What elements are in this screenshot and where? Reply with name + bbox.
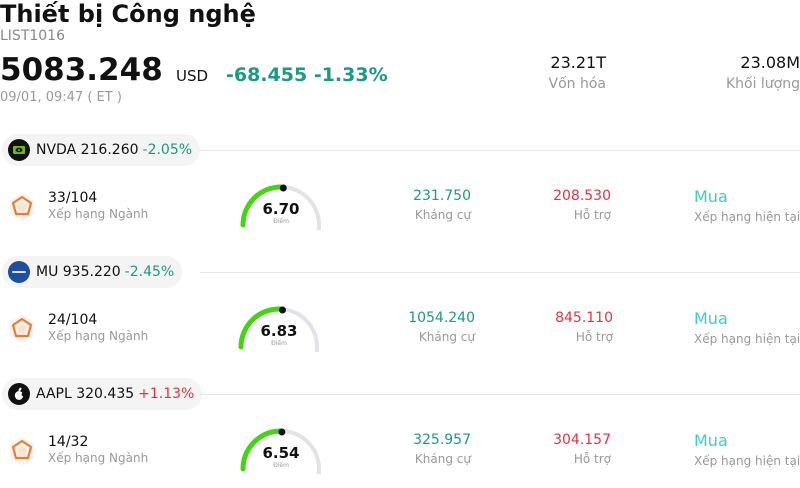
rating-value: Mua <box>694 309 728 328</box>
resistance-level: 1054.240 Kháng cự <box>408 310 475 344</box>
apple-logo-icon <box>8 383 30 405</box>
stock-symbol-price: NVDA 216.260 <box>36 142 139 158</box>
gauge-marker <box>279 184 287 192</box>
gauge-marker <box>278 428 286 436</box>
score-label: Điểm <box>271 340 287 347</box>
currency-label: USD <box>176 67 209 85</box>
index-price: 5083.248 <box>0 52 163 88</box>
stock-change-pct: -2.45% <box>124 264 175 280</box>
score-gauge <box>240 184 321 230</box>
support-level: 304.157 Hỗ trợ <box>553 432 611 466</box>
volume-stat: 23.08M Khối lượng <box>726 53 800 92</box>
support-value: 208.530 <box>553 188 611 204</box>
stock-chip[interactable]: AAPL 320.435 +1.13% <box>2 378 203 410</box>
index-change: -68.455 -1.33% <box>226 64 388 86</box>
market-cap-value: 23.21T <box>550 53 606 72</box>
resistance-label: Kháng cự <box>418 330 475 344</box>
gauge-fill <box>240 184 284 228</box>
resistance-label: Kháng cự <box>414 208 471 222</box>
score-value: 6.70 <box>262 200 300 218</box>
row-divider <box>200 150 800 151</box>
volume-value: 23.08M <box>740 53 800 72</box>
current-rating: Mua Xếp hạng hiện tại <box>694 187 800 224</box>
industry-rank-value: 33/104 <box>48 190 98 206</box>
volume-label: Khối lượng <box>725 76 800 92</box>
list-code: LIST1016 <box>0 28 65 44</box>
support-level: 208.530 Hỗ trợ <box>553 188 611 222</box>
row-divider <box>200 394 800 395</box>
score-gauge <box>240 428 321 474</box>
support-label: Hỗ trợ <box>573 208 611 222</box>
score-value: 6.54 <box>262 444 300 462</box>
gauge-fill <box>238 306 283 350</box>
page-title: Thiết bị Công nghệ <box>0 0 256 28</box>
stock-symbol-price: AAPL 320.435 <box>36 386 135 402</box>
support-value: 304.157 <box>553 432 611 448</box>
resistance-label: Kháng cự <box>414 452 471 466</box>
score-gauge <box>238 306 319 352</box>
gauge-fill <box>240 428 283 472</box>
industry-rank-label: Xếp hạng Ngành <box>48 207 149 221</box>
timestamp: 09/01, 09:47 ( ET ) <box>0 90 122 105</box>
industry-rank-label: Xếp hạng Ngành <box>48 451 149 465</box>
rating-label: Xếp hạng hiện tại <box>694 332 800 346</box>
stock-chip[interactable]: NVDA 216.260 -2.05% <box>2 134 201 166</box>
resistance-level: 325.957 Kháng cự <box>413 432 471 466</box>
nvidia-logo-icon <box>8 139 30 161</box>
micron-logo-icon <box>8 261 30 283</box>
support-value: 845.110 <box>555 310 613 326</box>
row-divider <box>200 272 800 273</box>
resistance-value: 231.750 <box>413 188 471 204</box>
stock-chip[interactable]: MU 935.220 -2.45% <box>2 256 183 288</box>
rating-label: Xếp hạng hiện tại <box>694 210 800 224</box>
rating-value: Mua <box>694 187 728 206</box>
industry-rank-icon <box>8 314 36 344</box>
support-label: Hỗ trợ <box>573 452 611 466</box>
industry-rank-value: 14/32 <box>48 434 89 450</box>
industry-rank-icon <box>8 436 36 466</box>
market-cap-label: Vốn hóa <box>548 76 606 92</box>
gauge-marker <box>278 306 286 314</box>
resistance-value: 325.957 <box>413 432 471 448</box>
stock-change-pct: +1.13% <box>138 386 195 402</box>
rating-label: Xếp hạng hiện tại <box>694 454 800 468</box>
resistance-value: 1054.240 <box>408 310 475 326</box>
support-level: 845.110 Hỗ trợ <box>555 310 613 344</box>
stock-symbol-price: MU 935.220 <box>36 264 121 280</box>
rating-value: Mua <box>694 431 728 450</box>
support-label: Hỗ trợ <box>575 330 613 344</box>
resistance-level: 231.750 Kháng cự <box>413 188 471 222</box>
score-value: 6.83 <box>260 322 298 340</box>
current-rating: Mua Xếp hạng hiện tại <box>694 309 800 346</box>
market-cap-stat: 23.21T Vốn hóa <box>549 53 606 92</box>
stock-change-pct: -2.05% <box>142 142 193 158</box>
industry-rank-value: 24/104 <box>48 312 98 328</box>
industry-rank-icon <box>8 192 36 222</box>
score-label: Điểm <box>273 462 289 469</box>
industry-rank-label: Xếp hạng Ngành <box>48 329 149 343</box>
current-rating: Mua Xếp hạng hiện tại <box>694 431 800 468</box>
score-label: Điểm <box>273 218 289 225</box>
